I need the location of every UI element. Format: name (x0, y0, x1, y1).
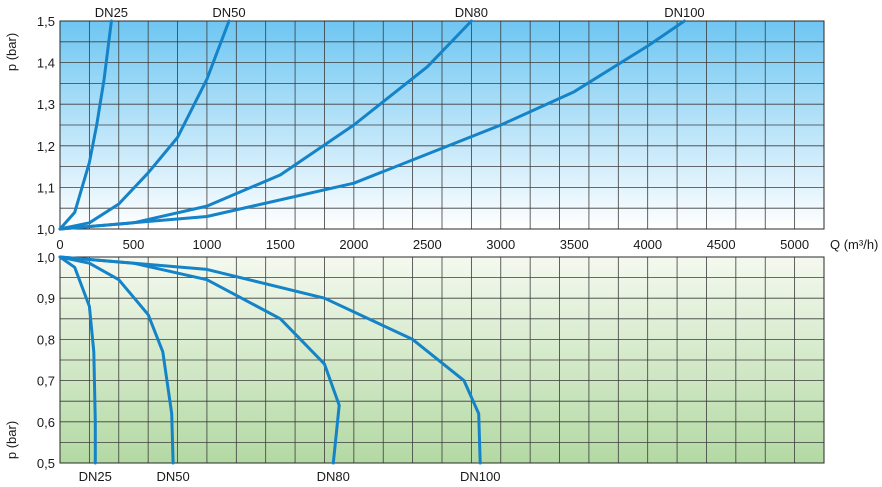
y-tick-label: 1,4 (37, 56, 55, 71)
y-tick-label: 0,9 (37, 291, 55, 306)
series-line-dn25 (58, 19, 113, 231)
x-tick-label: 3500 (560, 237, 589, 252)
top-chart: 1,0 1,1 1,2 1,3 1,4 1,5 p (bar) DN25 DN50 DN80 DN1… (4, 5, 878, 252)
series-label-dn100: DN100 (460, 469, 500, 484)
x-tick-label: 0 (56, 237, 63, 252)
y-axis-label: p (bar) (4, 421, 19, 459)
x-tick-label: 3000 (486, 237, 515, 252)
x-tick-label: 2500 (413, 237, 442, 252)
series-label-dn100: DN100 (664, 5, 704, 20)
y-tick-label: 0,5 (37, 456, 55, 471)
y-tick-label: 0,6 (37, 415, 55, 430)
y-tick-label: 1,2 (37, 139, 55, 154)
y-tick-label: 1,1 (37, 180, 55, 195)
series-line-dn50 (58, 19, 231, 231)
x-tick-label: 4000 (633, 237, 662, 252)
plot-frame (59, 20, 825, 230)
series-line-dn100 (58, 19, 686, 231)
y-tick-label: 1,3 (37, 97, 55, 112)
y-tick-label: 0,7 (37, 374, 55, 389)
y-tick-label: 1,0 (37, 250, 55, 265)
series-label-dn80: DN80 (455, 5, 488, 20)
x-tick-label: 1000 (192, 237, 221, 252)
series-label-dn25: DN25 (95, 5, 128, 20)
y-tick-label: 0,8 (37, 332, 55, 347)
x-axis-label: Q (m³/h) (830, 237, 878, 252)
x-tick-label: 4500 (707, 237, 736, 252)
y-axis-label: p (bar) (4, 33, 19, 71)
series-line-dn100 (58, 255, 482, 465)
plot-frame (59, 256, 825, 464)
y-tick-label: 1,0 (37, 222, 55, 237)
series-label-dn50: DN50 (212, 5, 245, 20)
x-tick-label: 2000 (339, 237, 368, 252)
series-label-dn25: DN25 (79, 469, 112, 484)
series-line-dn25 (58, 255, 97, 465)
series-line-dn50 (58, 255, 175, 465)
x-tick-label: 1500 (266, 237, 295, 252)
x-tick-label: 5000 (780, 237, 809, 252)
bottom-chart: 1,0 0,9 0,8 0,7 0,6 0,5 p (bar) DN25 DN50 DN80 DN1… (4, 250, 825, 484)
series-label-dn50: DN50 (157, 469, 190, 484)
series-label-dn80: DN80 (317, 469, 350, 484)
x-tick-label: 500 (123, 237, 145, 252)
y-tick-label: 1,5 (37, 14, 55, 29)
